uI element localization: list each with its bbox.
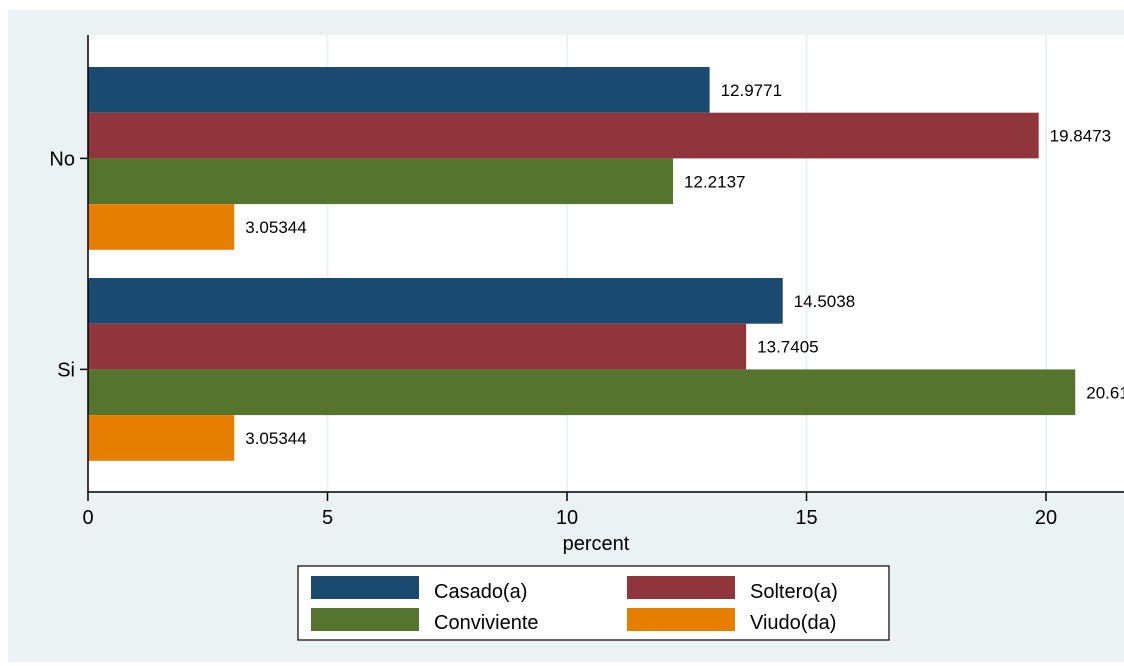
legend-item-conviviente: Conviviente bbox=[311, 608, 539, 634]
bar-si-conviviente bbox=[88, 369, 1076, 416]
legend: Casado(a) Soltero(a) Conviviente Viudo(da) bbox=[297, 565, 890, 641]
value-label: 20.6107 bbox=[1086, 383, 1124, 402]
y-tick-label: No bbox=[49, 148, 75, 170]
x-tick-label: 20 bbox=[1035, 507, 1057, 529]
legend-swatch bbox=[311, 608, 419, 631]
value-label: 3.05344 bbox=[245, 218, 306, 237]
value-label: 12.2137 bbox=[684, 172, 745, 191]
legend-swatch bbox=[627, 576, 735, 599]
legend-swatch bbox=[311, 576, 419, 599]
value-label: 3.05344 bbox=[245, 429, 306, 448]
legend-label: Soltero(a) bbox=[750, 581, 838, 603]
bar-si-soltero-a bbox=[88, 323, 747, 370]
legend-item-soltero-a: Soltero(a) bbox=[627, 576, 838, 603]
value-label: 12.9771 bbox=[721, 81, 782, 100]
bar-no-viudo-da bbox=[88, 204, 235, 250]
y-tick-label: Si bbox=[57, 359, 75, 381]
x-tick-label: 0 bbox=[82, 507, 93, 529]
bars bbox=[88, 67, 1076, 461]
bar-no-soltero-a bbox=[88, 112, 1039, 159]
bar-group-si bbox=[88, 278, 1076, 461]
value-label: 19.8473 bbox=[1050, 127, 1111, 146]
bar-si-viudo-da bbox=[88, 415, 235, 461]
bar-no-casado-a bbox=[88, 67, 710, 113]
axes: No Si 0 5 10 15 20 percent bbox=[49, 35, 1124, 555]
value-label: 13.7405 bbox=[757, 338, 818, 357]
legend-item-viudo-da: Viudo(da) bbox=[627, 608, 836, 634]
x-axis-title: percent bbox=[563, 533, 630, 555]
legend-label: Casado(a) bbox=[434, 581, 527, 603]
legend-label: Conviviente bbox=[434, 612, 539, 634]
x-tick-label: 10 bbox=[556, 507, 578, 529]
x-tick-label: 15 bbox=[795, 507, 817, 529]
bar-group-no bbox=[88, 67, 1039, 250]
legend-label: Viudo(da) bbox=[750, 612, 836, 634]
value-labels: 12.9771 14.5038 19.8473 13.7405 12.2137 20.61… bbox=[245, 81, 1124, 448]
bar-si-casado-a bbox=[88, 278, 783, 324]
legend-item-casado-a: Casado(a) bbox=[311, 576, 527, 603]
legend-swatch bbox=[627, 608, 735, 631]
bar-no-conviviente bbox=[88, 158, 674, 205]
value-label: 14.5038 bbox=[794, 292, 855, 311]
x-tick-label: 5 bbox=[322, 507, 333, 529]
